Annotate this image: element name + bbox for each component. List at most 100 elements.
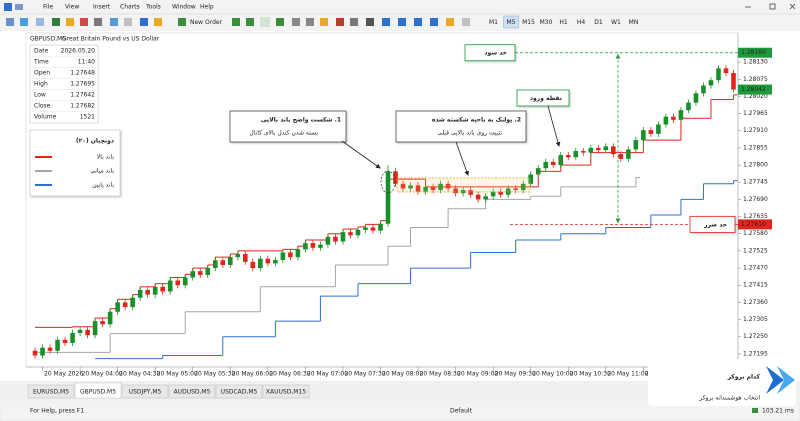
menu-item[interactable]: Window	[172, 4, 196, 11]
level-name: حد سود	[484, 50, 507, 57]
icon[interactable]	[66, 18, 74, 26]
candle-body	[430, 186, 436, 191]
y-tick-label: 1.28130	[743, 59, 768, 66]
icon[interactable]	[306, 18, 314, 26]
annotation-title: 1. شکست واضح باند بالایی	[261, 117, 341, 124]
tab[interactable]	[121, 384, 169, 399]
timeframe[interactable]: H1	[559, 19, 568, 26]
tab-label[interactable]: USDJPY,M5	[129, 389, 162, 396]
icon[interactable]	[6, 18, 14, 26]
status-profile: Default	[450, 408, 473, 415]
candle-body	[633, 140, 639, 150]
icon[interactable]	[366, 18, 374, 26]
icon[interactable]	[382, 18, 390, 26]
menu-item[interactable]: Charts	[120, 4, 140, 11]
icon[interactable]	[124, 18, 132, 26]
menu-item[interactable]: Help	[200, 4, 214, 11]
y-tick-label: 1.27745	[743, 179, 768, 186]
tab[interactable]	[215, 384, 263, 399]
icon[interactable]	[178, 18, 186, 26]
row-label: Volume	[34, 114, 57, 121]
candle-body	[701, 85, 706, 94]
logo-icon	[766, 366, 784, 394]
row-value: 1.27642	[70, 92, 95, 99]
candle-body	[182, 277, 188, 286]
icon[interactable]	[52, 18, 60, 26]
icon[interactable]	[350, 18, 358, 26]
x-tick-label: 20 May 08:30	[420, 371, 461, 378]
logo-name: کدام بروکر	[727, 374, 761, 381]
candle-body	[475, 194, 481, 200]
timeframe[interactable]: M15	[522, 19, 535, 26]
legend-label: باند بالا	[97, 154, 114, 161]
logo-tagline: انتخاب هوشمندانه بروکر	[698, 395, 760, 402]
window-controls[interactable]	[745, 3, 796, 10]
icon[interactable]	[110, 18, 118, 26]
x-tick-label: 20 May 09:30	[495, 371, 536, 378]
new-order[interactable]: New Order	[190, 19, 223, 26]
timeframe[interactable]: H4	[577, 19, 586, 26]
icon[interactable]	[246, 18, 254, 26]
tab-label[interactable]: AUDUSD,M5	[174, 389, 211, 396]
icon[interactable]	[140, 18, 148, 26]
tab[interactable]	[168, 384, 216, 399]
entry-arrow	[547, 105, 561, 147]
status-ping: 103.21 ms	[762, 408, 794, 415]
y-tick-label: 1.27910	[743, 127, 768, 134]
maximize[interactable]	[769, 3, 776, 10]
icon[interactable]	[336, 18, 344, 26]
icon[interactable]	[446, 18, 454, 26]
candle-body	[303, 243, 308, 250]
timeframe[interactable]: M5	[507, 19, 516, 26]
timeframe[interactable]: MN	[629, 19, 639, 26]
icon[interactable]	[398, 18, 406, 26]
annotation-title: 2. پولبک به ناحیه شکسته شده	[432, 117, 521, 124]
candle-body	[565, 155, 571, 158]
icon[interactable]	[276, 18, 284, 26]
tab[interactable]	[262, 384, 310, 399]
tab-label[interactable]: XAUUSD,M15	[266, 389, 306, 396]
close[interactable]	[789, 3, 796, 10]
candle-body	[340, 232, 346, 242]
icon[interactable]	[292, 18, 300, 26]
timeframe[interactable]: M1	[489, 19, 498, 26]
row-value: 1.27682	[70, 103, 95, 110]
timeframe[interactable]: D1	[594, 19, 603, 26]
icon[interactable]	[154, 18, 162, 26]
icon[interactable]	[36, 18, 44, 26]
candle-body	[543, 161, 549, 169]
timeframe[interactable]: W1	[611, 19, 621, 26]
y-tick-label: 1.27360	[743, 299, 768, 306]
menu-item[interactable]: Tools	[145, 4, 161, 11]
app-icon	[4, 3, 12, 11]
menu-item[interactable]: File	[43, 4, 53, 11]
y-tick-label: 1.27195	[743, 350, 768, 357]
icon[interactable]	[320, 18, 328, 26]
icon[interactable]	[414, 18, 422, 26]
tab-label[interactable]: EURUSD,M5	[33, 389, 69, 396]
candle-body	[258, 258, 263, 269]
tab-label[interactable]: USDCAD,M5	[221, 389, 258, 396]
tab-label[interactable]: GBPUSD,M5	[80, 389, 116, 396]
candle-body	[596, 147, 601, 151]
icon[interactable]	[232, 18, 240, 26]
icon[interactable]	[80, 18, 88, 26]
icon[interactable]	[20, 18, 28, 26]
timeframe[interactable]: M30	[540, 19, 553, 26]
annotation-note: تثبیت روی باند بالایی قبلی	[437, 130, 502, 137]
icon[interactable]	[462, 18, 470, 26]
x-tick-label: 20 May 08:00	[382, 371, 423, 378]
tab-active[interactable]	[74, 382, 122, 399]
icon[interactable]	[260, 17, 270, 27]
candle-body	[348, 232, 353, 236]
icon[interactable]	[430, 18, 438, 26]
tab[interactable]	[27, 384, 75, 399]
icon[interactable]	[94, 18, 102, 26]
candle-body	[678, 110, 684, 120]
y-tick-label: 1.28075	[743, 76, 768, 83]
x-tick-label: 20 May 06:00	[232, 371, 273, 378]
candle-body	[626, 149, 631, 159]
menu-item[interactable]: Insert	[93, 4, 111, 11]
menu-item[interactable]: View	[65, 4, 79, 11]
candle-body	[167, 280, 173, 292]
